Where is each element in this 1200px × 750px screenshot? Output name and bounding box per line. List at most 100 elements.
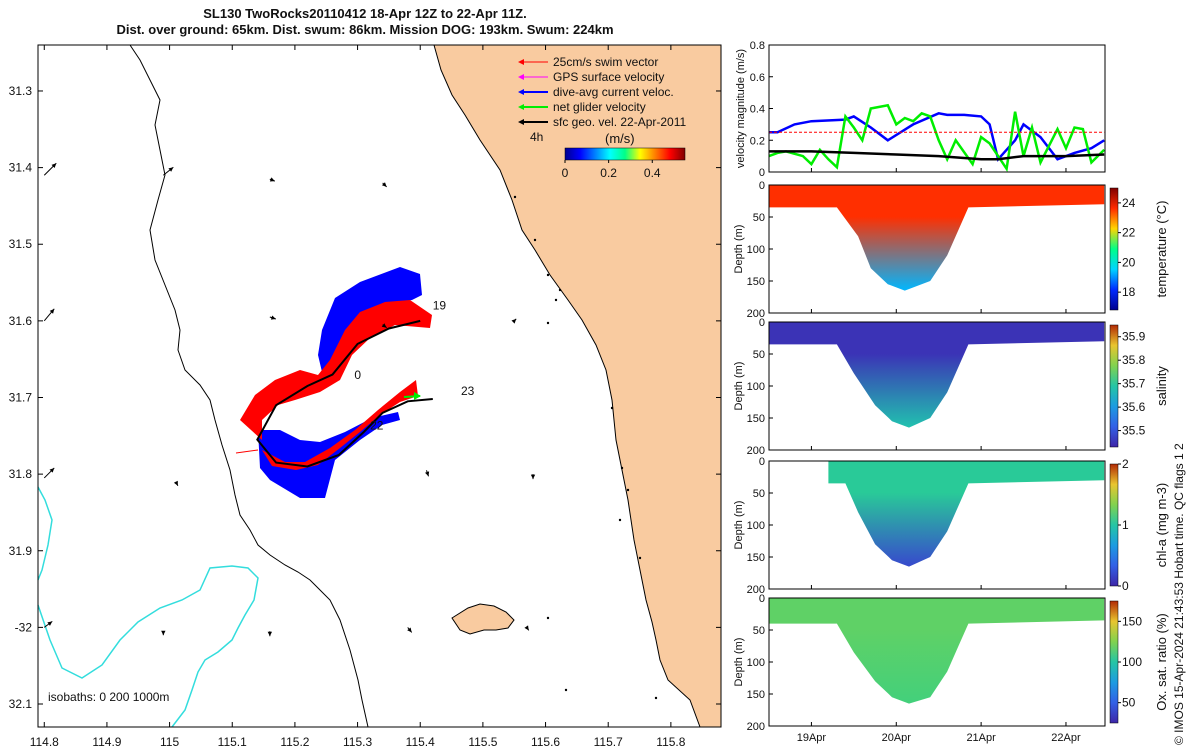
geo-velocity-arrowhead bbox=[168, 167, 174, 172]
colorbar bbox=[1109, 600, 1119, 724]
section-y-tick-label: 0 bbox=[759, 180, 765, 192]
colorbar-tick-label: 0 bbox=[1122, 579, 1129, 593]
velocity-ylabel: velocity magnitude (m/s) bbox=[735, 49, 747, 168]
isobath-200m bbox=[129, 44, 369, 728]
section-y-tick-label: 0 bbox=[759, 456, 765, 468]
section-y-tick-label: 100 bbox=[747, 381, 765, 393]
map-x-tick-label: 115 bbox=[160, 735, 179, 749]
map-x-tick-label: 115.1 bbox=[218, 735, 247, 749]
map-y-tick-label: 31.9 bbox=[9, 544, 33, 558]
map-x-tick-label: 115.7 bbox=[594, 735, 623, 749]
day-label: 0 bbox=[354, 368, 361, 382]
map-x-tick-label: 115.2 bbox=[280, 735, 309, 749]
map-x-tick-label: 115.3 bbox=[343, 735, 372, 749]
islet bbox=[618, 518, 622, 522]
colorbar-tick-label: 100 bbox=[1122, 655, 1142, 669]
geo-velocity-arrowhead bbox=[49, 308, 55, 314]
colorbar-tick-label: 24 bbox=[1122, 196, 1136, 210]
legend-colorbar-unit: (m/s) bbox=[605, 131, 635, 146]
colorbar-tick-label: 20 bbox=[1122, 255, 1136, 269]
section-y-tick-label: 200 bbox=[747, 308, 765, 320]
islet bbox=[654, 696, 658, 700]
velocity-y-tick-label: 0.2 bbox=[750, 135, 765, 147]
colorbar-label: temperature (°C) bbox=[1154, 201, 1169, 298]
colorbar-tick-label: 18 bbox=[1122, 285, 1136, 299]
legend-arrowhead bbox=[518, 119, 524, 125]
section-y-tick-label: 0 bbox=[759, 593, 765, 605]
map-y-tick-label: 31.4 bbox=[9, 161, 33, 175]
colorbar-tick-label: 35.5 bbox=[1122, 424, 1146, 438]
title-line-1: SL130 TwoRocks20110412 18-Apr 12Z to 22-… bbox=[203, 6, 527, 21]
geo-velocity-arrowhead bbox=[511, 318, 517, 324]
map-x-tick-label: 114.8 bbox=[30, 735, 59, 749]
legend-entry: net glider velocity bbox=[553, 100, 646, 114]
colorbar-label: chl-a (mg m-3) bbox=[1154, 483, 1169, 568]
velocity-y-tick-label: 0.6 bbox=[750, 72, 765, 84]
map-x-tick-label: 115.8 bbox=[656, 735, 685, 749]
islet bbox=[546, 616, 550, 620]
title-line-2: Dist. over ground: 65km. Dist. swum: 86k… bbox=[116, 22, 614, 37]
section-ylabel: Depth (m) bbox=[733, 638, 745, 687]
legend-arrowhead bbox=[518, 74, 524, 80]
islet bbox=[620, 466, 624, 470]
legend-entry: GPS surface velocity bbox=[553, 70, 664, 84]
colorbar bbox=[1109, 187, 1119, 311]
day-label: 19 bbox=[433, 298, 447, 312]
map-y-tick-label: 31.6 bbox=[9, 314, 33, 328]
map-y-tick-label: 31.5 bbox=[9, 237, 33, 251]
legend-arrowhead bbox=[518, 89, 524, 95]
section-data-area bbox=[769, 598, 1105, 704]
colorbar-tick-label: 35.9 bbox=[1122, 330, 1146, 344]
map-y-tick-label: 31.3 bbox=[9, 84, 33, 98]
section-y-tick-label: 200 bbox=[747, 584, 765, 596]
section-y-tick-label: 100 bbox=[747, 244, 765, 256]
legend-entry: dive-avg current veloc. bbox=[553, 85, 674, 99]
section-y-tick-label: 0 bbox=[759, 317, 765, 329]
geo-velocity-arrowhead bbox=[51, 163, 57, 168]
swim-vector-patch bbox=[262, 380, 418, 470]
colorbar-tick-label: 1 bbox=[1122, 518, 1129, 532]
colorbar-tick-label: 2 bbox=[1122, 457, 1129, 471]
section-y-tick-label: 200 bbox=[747, 721, 765, 733]
section-data-area bbox=[769, 185, 1105, 291]
geo-velocity-arrowhead bbox=[270, 315, 276, 320]
islet bbox=[513, 195, 517, 199]
islet bbox=[638, 556, 642, 560]
legend-colorbar-tick-label: 0.2 bbox=[600, 166, 617, 180]
section-data-area bbox=[769, 322, 1105, 428]
section-y-tick-label: 150 bbox=[747, 413, 765, 425]
map-y-tick-label: -32 bbox=[15, 620, 33, 634]
isobaths-label: isobaths: 0 200 1000m bbox=[48, 690, 169, 704]
section-ylabel: Depth (m) bbox=[733, 225, 745, 274]
section-y-tick-label: 50 bbox=[753, 625, 765, 637]
section-y-tick-label: 150 bbox=[747, 276, 765, 288]
colorbar-label: Ox. sat. ratio (%) bbox=[1154, 613, 1169, 711]
section-y-tick-label: 100 bbox=[747, 520, 765, 532]
velocity-y-tick-label: 0 bbox=[759, 167, 765, 179]
colorbar bbox=[1109, 463, 1119, 587]
islet bbox=[554, 298, 558, 302]
net-glider-velocity-arrowhead bbox=[414, 392, 421, 400]
section-y-tick-label: 50 bbox=[753, 349, 765, 361]
velocity-y-tick-label: 0.4 bbox=[750, 104, 765, 116]
map-x-tick-label: 115.4 bbox=[406, 735, 435, 749]
islet bbox=[546, 321, 550, 325]
map-x-tick-label: 115.6 bbox=[531, 735, 560, 749]
isobath-1000m bbox=[37, 486, 53, 581]
map-y-tick-label: 31.7 bbox=[9, 390, 33, 404]
figure-title: SL130 TwoRocks20110412 18-Apr 12Z to 22-… bbox=[0, 6, 730, 38]
colorbar-tick-label: 50 bbox=[1122, 696, 1136, 710]
colorbar-tick-label: 150 bbox=[1122, 614, 1142, 628]
geo-velocity-arrowhead bbox=[425, 471, 430, 477]
geo-velocity-arrowhead bbox=[524, 625, 529, 631]
velocity-series-line bbox=[769, 150, 1105, 161]
geo-velocity-arrowhead bbox=[161, 630, 166, 636]
section-ylabel: Depth (m) bbox=[733, 362, 745, 411]
geo-velocity-arrowhead bbox=[173, 480, 178, 486]
legend-entry: 25cm/s swim vector bbox=[553, 55, 658, 69]
day-label: 23 bbox=[461, 384, 475, 398]
map-y-tick-label: 31.8 bbox=[9, 467, 33, 481]
swim-vector bbox=[235, 449, 259, 454]
